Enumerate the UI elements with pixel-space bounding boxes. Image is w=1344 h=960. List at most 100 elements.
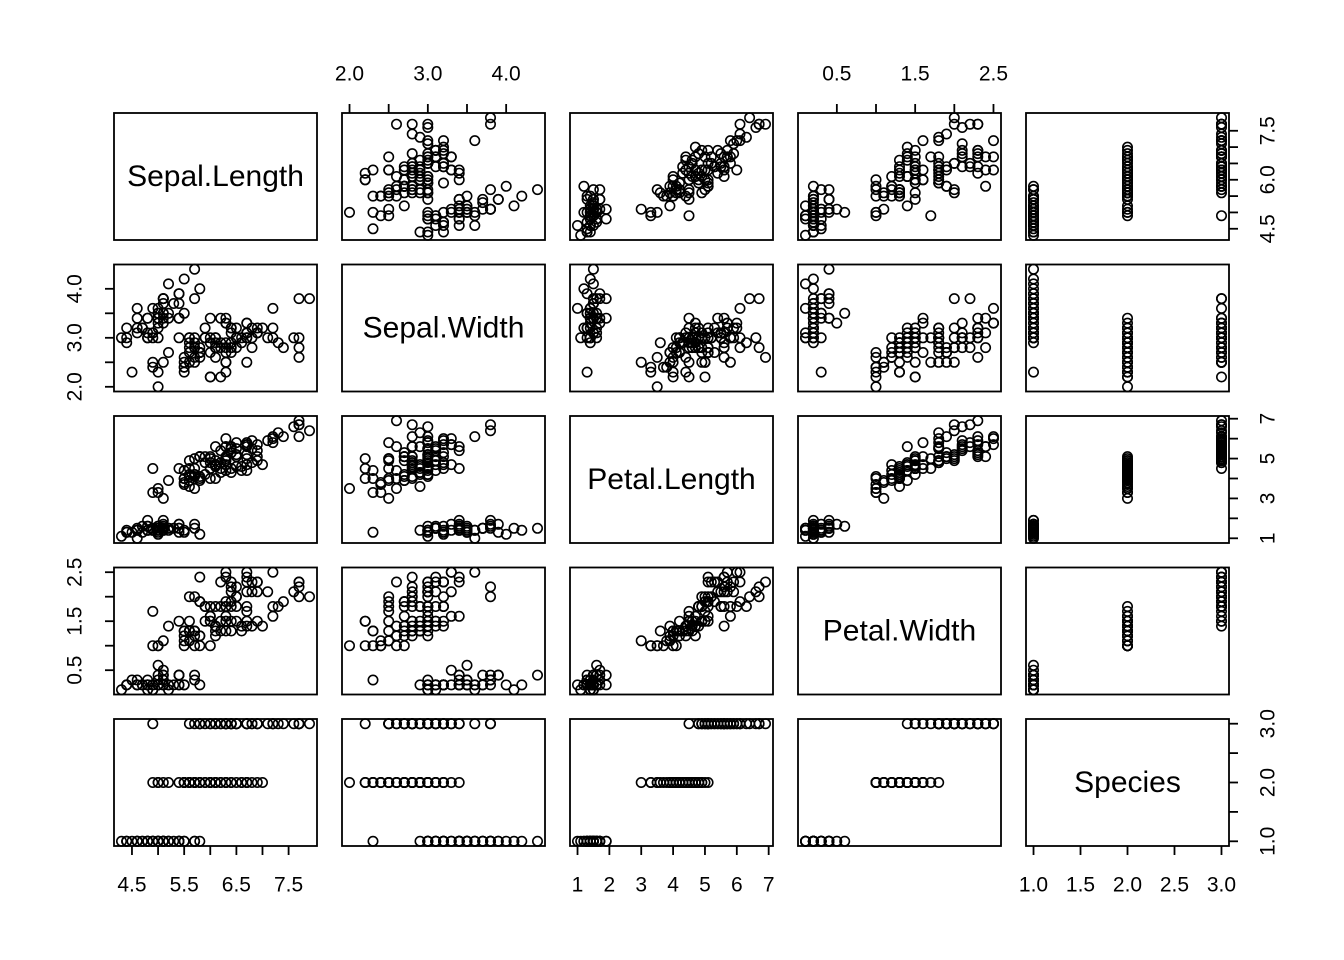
bottom-axis-label-Species: 1.0 — [1019, 874, 1048, 897]
data-point — [1122, 630, 1134, 642]
left-axis-label-Petal.Width: 1.5 — [64, 607, 87, 636]
data-point — [445, 206, 457, 218]
data-point — [699, 371, 711, 383]
data-point — [964, 161, 976, 173]
data-point — [406, 600, 418, 612]
data-point — [1216, 445, 1228, 457]
data-point — [972, 445, 984, 457]
data-point — [461, 206, 473, 218]
panel-border — [797, 718, 1002, 847]
data-point — [1028, 278, 1040, 290]
data-point — [670, 187, 682, 199]
data-point — [178, 625, 190, 637]
data-point — [664, 200, 676, 212]
data-point — [667, 371, 679, 383]
data-point — [917, 312, 929, 324]
panel-border — [569, 263, 774, 393]
data-point — [173, 776, 185, 788]
data-point — [220, 615, 232, 627]
data-point — [893, 470, 905, 482]
panel-border — [113, 112, 318, 241]
data-point — [178, 307, 190, 319]
data-point — [712, 312, 724, 324]
data-point — [933, 174, 945, 186]
data-point — [933, 346, 945, 358]
data-point — [799, 302, 811, 314]
panel-Sepal.Width-vs-Species — [1025, 263, 1230, 393]
data-point — [600, 213, 612, 225]
data-point — [430, 213, 442, 225]
data-point — [484, 679, 496, 691]
data-point — [1216, 600, 1228, 612]
data-point — [288, 332, 300, 344]
data-point — [909, 342, 921, 354]
data-point — [445, 433, 457, 445]
data-point — [886, 184, 898, 196]
data-point — [870, 361, 882, 373]
top-axis-label-Petal.Width: 0.5 — [822, 63, 851, 86]
data-point — [1216, 177, 1228, 189]
data-point — [1216, 451, 1228, 463]
data-point — [437, 524, 449, 536]
data-point — [126, 366, 138, 378]
data-point — [940, 431, 952, 443]
data-point — [484, 184, 496, 196]
data-point — [246, 576, 258, 588]
data-point — [667, 174, 679, 186]
data-point — [430, 679, 442, 691]
data-point — [1028, 524, 1040, 536]
data-point — [972, 449, 984, 461]
bottom-axis-label-Petal.Length: 3 — [635, 874, 647, 897]
data-point — [987, 317, 999, 329]
data-point — [152, 524, 164, 536]
data-point — [453, 220, 465, 232]
data-point — [293, 591, 305, 603]
data-point — [230, 776, 242, 788]
data-point — [1028, 679, 1040, 691]
data-point — [152, 381, 164, 393]
data-point — [1216, 112, 1228, 124]
data-point — [484, 591, 496, 603]
data-point — [163, 278, 175, 290]
data-point — [277, 431, 289, 443]
data-point — [293, 351, 305, 363]
panel-Species-vs-Sepal.Width — [341, 718, 546, 847]
data-point — [940, 718, 952, 730]
data-point — [262, 586, 274, 598]
data-point — [437, 177, 449, 189]
data-point — [584, 273, 596, 285]
data-point — [225, 581, 237, 593]
data-point — [823, 835, 835, 847]
data-point — [204, 371, 216, 383]
data-point — [173, 835, 185, 847]
data-point — [173, 288, 185, 300]
data-point — [168, 522, 180, 534]
data-point — [702, 346, 714, 358]
data-point — [980, 327, 992, 339]
data-point — [1028, 190, 1040, 202]
data-point — [893, 366, 905, 378]
data-point — [759, 351, 771, 363]
data-point — [220, 342, 232, 354]
data-point — [901, 332, 913, 344]
data-point — [390, 441, 402, 453]
data-point — [293, 419, 305, 431]
data-point — [740, 131, 752, 143]
data-point — [972, 312, 984, 324]
panel-Petal.Width-vs-Petal.Width: Petal.Width — [797, 566, 1002, 696]
data-point — [204, 776, 216, 788]
data-point — [1028, 203, 1040, 215]
data-point — [753, 342, 765, 354]
data-point — [1122, 203, 1134, 215]
data-point — [204, 453, 216, 465]
data-point — [406, 571, 418, 583]
data-point — [680, 366, 692, 378]
diagonal-label-Species: Species — [1074, 766, 1181, 799]
data-point — [210, 455, 222, 467]
data-point — [933, 177, 945, 189]
data-point — [901, 460, 913, 472]
data-point — [654, 337, 666, 349]
data-point — [972, 431, 984, 443]
data-point — [587, 203, 599, 215]
data-point — [721, 317, 733, 329]
